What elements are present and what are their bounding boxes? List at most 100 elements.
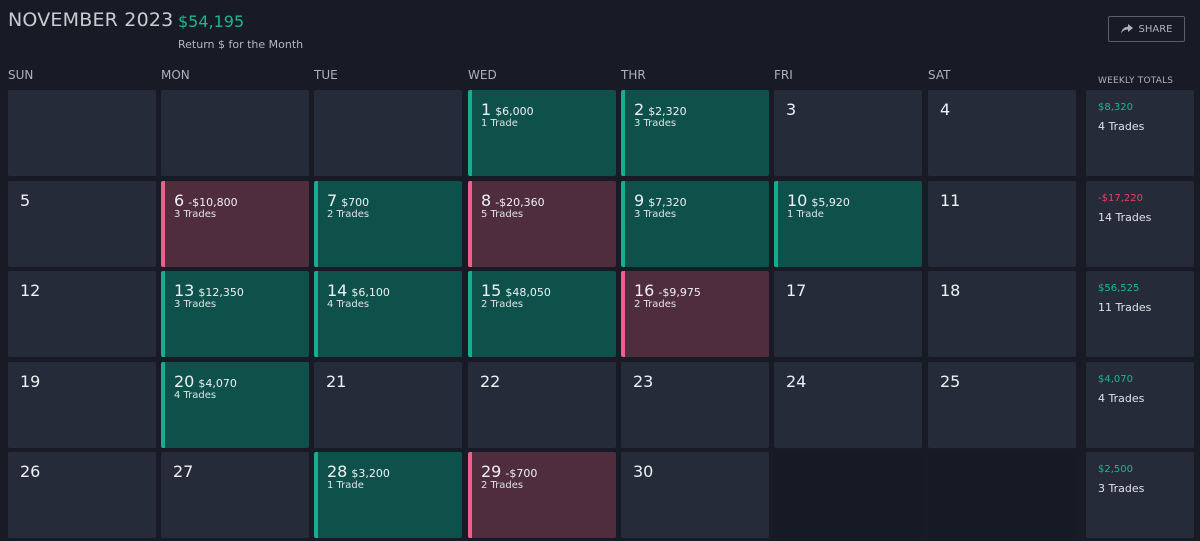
day-number: 22 <box>480 372 500 391</box>
day-number-value: 6 <box>174 191 185 210</box>
weekly-total-pnl: $8,320 <box>1098 102 1133 113</box>
day-number: 8 -$20,360 <box>481 191 545 210</box>
day-pnl: $48,050 <box>505 286 551 299</box>
day-cell-25[interactable]: 25 <box>928 362 1076 448</box>
day-trade-count: 1 Trade <box>327 480 364 491</box>
day-trade-count: 2 Trades <box>327 209 370 220</box>
day-cell-4[interactable]: 4 <box>928 90 1076 176</box>
day-cell-24[interactable]: 24 <box>774 362 922 448</box>
day-cell-19[interactable]: 19 <box>8 362 156 448</box>
day-number-value: 18 <box>940 281 961 300</box>
weekly-total-pnl: -$17,220 <box>1098 193 1143 204</box>
day-trade-count: 4 Trades <box>327 299 370 310</box>
day-number: 20 $4,070 <box>174 372 237 391</box>
dow-sat: SAT <box>928 68 951 82</box>
day-pnl: $2,320 <box>648 105 687 118</box>
day-number-value: 2 <box>634 100 645 119</box>
day-number: 17 <box>786 281 806 300</box>
day-number-value: 4 <box>940 100 951 119</box>
day-cell-16[interactable]: 16 -$9,975 2 Trades <box>621 271 769 357</box>
day-trade-count: 3 Trades <box>174 299 217 310</box>
day-number: 28 $3,200 <box>327 462 390 481</box>
day-number: 14 $6,100 <box>327 281 390 300</box>
day-cell-6[interactable]: 6 -$10,800 3 Trades <box>161 181 309 267</box>
weekly-total-trades: 14 Trades <box>1098 211 1152 224</box>
day-number: 15 $48,050 <box>481 281 551 300</box>
day-cell-5[interactable]: 5 <box>8 181 156 267</box>
day-trade-count: 4 Trades <box>174 390 217 401</box>
day-number-value: 23 <box>633 372 654 391</box>
day-number: 25 <box>940 372 960 391</box>
day-number: 30 <box>633 462 653 481</box>
weekly-total-trades: 4 Trades <box>1098 392 1145 405</box>
day-pnl: $6,100 <box>351 286 390 299</box>
day-number: 2 $2,320 <box>634 100 687 119</box>
dow-tue: TUE <box>314 68 338 82</box>
day-cell-15[interactable]: 15 $48,050 2 Trades <box>468 271 616 357</box>
day-number: 10 $5,920 <box>787 191 850 210</box>
day-number: 26 <box>20 462 40 481</box>
weekly-total-5: $2,500 3 Trades <box>1086 452 1194 538</box>
day-number-value: 15 <box>481 281 502 300</box>
day-number-value: 25 <box>940 372 961 391</box>
day-number-value: 1 <box>481 100 492 119</box>
day-number-value: 10 <box>787 191 808 210</box>
day-cell-18[interactable]: 18 <box>928 271 1076 357</box>
day-cell-3[interactable]: 3 <box>774 90 922 176</box>
day-number-value: 26 <box>20 462 41 481</box>
day-cell-7[interactable]: 7 $700 2 Trades <box>314 181 462 267</box>
empty-cell <box>928 452 1076 538</box>
weekly-total-trades: 3 Trades <box>1098 482 1145 495</box>
day-cell-11[interactable]: 11 <box>928 181 1076 267</box>
day-cell-10[interactable]: 10 $5,920 1 Trade <box>774 181 922 267</box>
day-number-value: 17 <box>786 281 807 300</box>
day-cell-20[interactable]: 20 $4,070 4 Trades <box>161 362 309 448</box>
day-number: 3 <box>786 100 796 119</box>
day-number-value: 5 <box>20 191 31 210</box>
day-number: 16 -$9,975 <box>634 281 701 300</box>
day-number-value: 27 <box>173 462 194 481</box>
day-cell-28[interactable]: 28 $3,200 1 Trade <box>314 452 462 538</box>
day-number: 7 $700 <box>327 191 369 210</box>
day-number: 19 <box>20 372 40 391</box>
day-pnl: -$9,975 <box>658 286 701 299</box>
day-cell-8[interactable]: 8 -$20,360 5 Trades <box>468 181 616 267</box>
day-cell-13[interactable]: 13 $12,350 3 Trades <box>161 271 309 357</box>
day-cell-22[interactable]: 22 <box>468 362 616 448</box>
day-number: 9 $7,320 <box>634 191 687 210</box>
day-number: 13 $12,350 <box>174 281 244 300</box>
day-cell-9[interactable]: 9 $7,320 3 Trades <box>621 181 769 267</box>
day-number-value: 24 <box>786 372 807 391</box>
day-cell-30[interactable]: 30 <box>621 452 769 538</box>
day-number-value: 19 <box>20 372 41 391</box>
day-number-value: 30 <box>633 462 654 481</box>
day-number: 12 <box>20 281 40 300</box>
day-number: 21 <box>326 372 346 391</box>
day-trade-count: 3 Trades <box>174 209 217 220</box>
day-cell-29[interactable]: 29 -$700 2 Trades <box>468 452 616 538</box>
day-trade-count: 2 Trades <box>481 480 524 491</box>
weekly-totals-title: WEEKLY TOTALS <box>1098 76 1174 86</box>
day-cell-mon-blank <box>161 90 309 176</box>
day-number: 1 $6,000 <box>481 100 534 119</box>
day-cell-12[interactable]: 12 <box>8 271 156 357</box>
day-number-value: 13 <box>174 281 195 300</box>
day-cell-21[interactable]: 21 <box>314 362 462 448</box>
day-cell-23[interactable]: 23 <box>621 362 769 448</box>
share-button[interactable]: SHARE <box>1108 16 1185 42</box>
day-number-value: 11 <box>940 191 961 210</box>
day-pnl: $4,070 <box>198 377 237 390</box>
day-cell-26[interactable]: 26 <box>8 452 156 538</box>
day-number-value: 9 <box>634 191 645 210</box>
day-pnl: $3,200 <box>351 467 390 480</box>
day-cell-1[interactable]: 1 $6,000 1 Trade <box>468 90 616 176</box>
day-cell-sun-blank <box>8 90 156 176</box>
day-trade-count: 2 Trades <box>481 299 524 310</box>
weekly-total-2: -$17,220 14 Trades <box>1086 181 1194 267</box>
day-cell-27[interactable]: 27 <box>161 452 309 538</box>
day-cell-14[interactable]: 14 $6,100 4 Trades <box>314 271 462 357</box>
day-pnl: $12,350 <box>198 286 244 299</box>
share-label: SHARE <box>1138 23 1173 35</box>
day-cell-2[interactable]: 2 $2,320 3 Trades <box>621 90 769 176</box>
day-cell-17[interactable]: 17 <box>774 271 922 357</box>
